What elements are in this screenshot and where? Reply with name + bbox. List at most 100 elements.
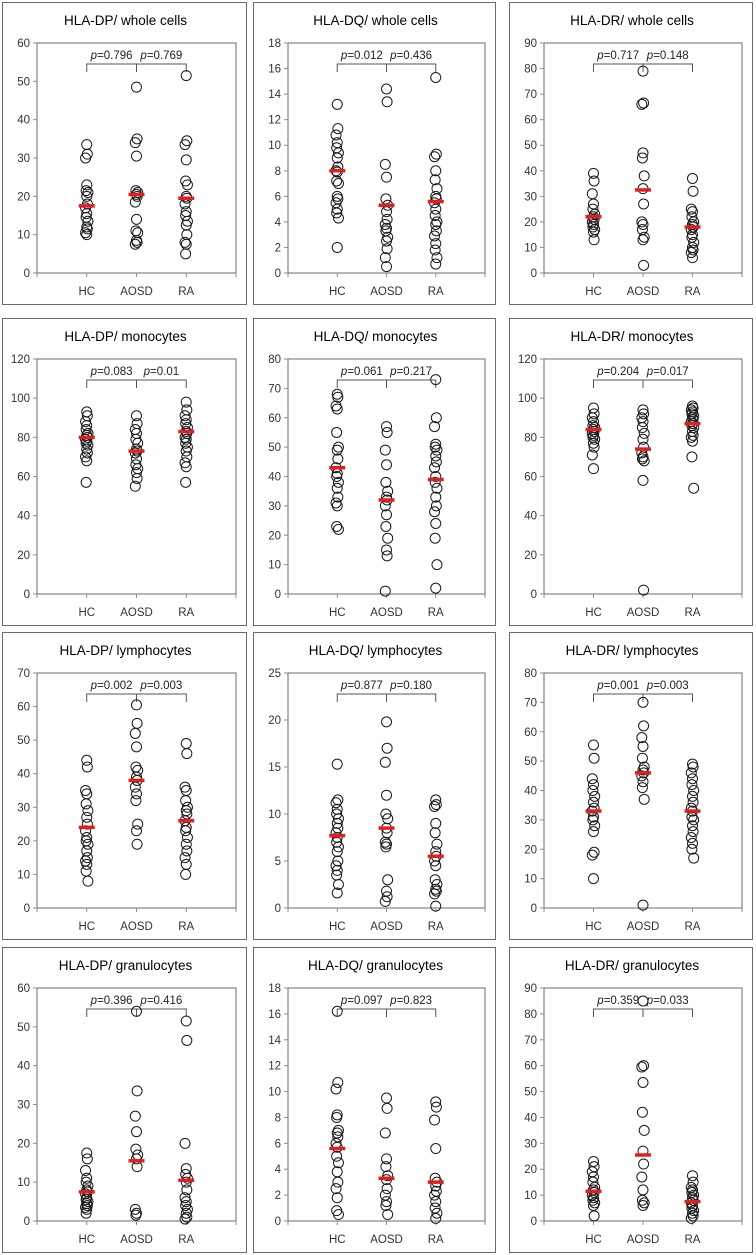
p-value-label: p=0.436 (389, 50, 432, 62)
data-point (381, 459, 392, 471)
data-point (131, 81, 142, 93)
data-point (381, 716, 392, 728)
data-point (332, 794, 344, 806)
data-point (180, 154, 192, 166)
p-value-label: p=0.148 (646, 50, 689, 62)
y-tick-label: 50 (268, 442, 281, 454)
data-point (181, 404, 193, 416)
data-point (586, 449, 598, 461)
x-tick-label: RA (178, 921, 194, 933)
data-point (586, 849, 598, 861)
data-point (129, 196, 141, 208)
data-point (380, 1199, 392, 1211)
chart-title: HLA-DQ/ whole cells (313, 13, 438, 28)
data-point (180, 1015, 192, 1027)
y-tick-label: 2 (275, 1190, 281, 1202)
data-point (181, 179, 193, 191)
data-point (430, 817, 442, 829)
data-point (82, 838, 94, 850)
data-point (332, 813, 344, 825)
y-tick-label: 20 (17, 836, 30, 848)
x-tick-label: HC (329, 921, 346, 933)
data-point (636, 752, 648, 764)
y-tick-label: 10 (268, 140, 281, 152)
data-point (587, 1194, 599, 1206)
data-point (332, 491, 344, 503)
data-point (380, 1161, 392, 1173)
y-tick-label: 10 (17, 230, 30, 242)
x-tick-label: RA (428, 286, 444, 298)
data-point (180, 785, 192, 796)
data-point (331, 808, 343, 820)
y-tick-label: 10 (268, 1087, 281, 1099)
data-point (331, 152, 343, 164)
significance-bracket (86, 1008, 137, 1017)
data-point (588, 463, 599, 475)
p-symbol: p (646, 50, 654, 62)
significance-bracket (386, 693, 437, 702)
data-point (331, 1005, 343, 1017)
data-point (431, 252, 443, 264)
y-tick-label: 20 (17, 1138, 30, 1150)
data-point (637, 65, 649, 77)
p-value: =0.017 (653, 366, 689, 378)
y-tick-label: 90 (524, 38, 537, 50)
y-tick-label: 6 (275, 191, 281, 203)
data-point (588, 739, 599, 751)
data-point (688, 814, 700, 826)
y-tick-label: 50 (524, 140, 537, 152)
y-tick-label: 60 (524, 115, 537, 127)
data-point (81, 858, 93, 870)
data-point (131, 838, 143, 850)
y-tick-label: 0 (24, 903, 30, 915)
data-point (331, 1150, 343, 1162)
y-tick-label: 30 (268, 501, 281, 513)
data-point (379, 895, 391, 907)
p-value-label: p=0.002 (90, 680, 133, 692)
data-point (181, 451, 193, 463)
y-tick-label: 15 (268, 762, 281, 774)
p-value: =0.033 (653, 995, 689, 1007)
data-point (429, 476, 441, 488)
data-point (588, 779, 599, 791)
p-value: =0.083 (97, 366, 133, 378)
p-value: =0.180 (397, 680, 433, 692)
scatter-chart: HLA-DQ/ monocytes 0 10 20 30 40 50 60 70 80 HC AOSD… (268, 329, 486, 619)
data-point (381, 509, 392, 521)
data-point (332, 123, 344, 135)
data-point (82, 215, 94, 227)
data-point (431, 482, 443, 494)
data-point (330, 1083, 342, 1095)
data-point (637, 404, 649, 416)
data-point (81, 229, 93, 241)
data-point (181, 1034, 193, 1046)
data-point (380, 476, 392, 488)
y-tick-label: 0 (24, 1216, 30, 1228)
data-point (430, 258, 442, 270)
data-point (80, 227, 92, 239)
data-point (687, 796, 699, 808)
scatter-chart: HLA-DP/ whole cells 0 10 20 30 40 50 60 HC AOSD RA… (17, 13, 237, 298)
data-point (586, 773, 598, 785)
y-tick-label: 80 (524, 64, 537, 76)
data-point (687, 826, 699, 838)
data-point (381, 421, 392, 433)
data-point (687, 837, 698, 849)
p-value: =0.001 (604, 680, 640, 692)
y-tick-label: 0 (531, 268, 537, 280)
p-symbol: p (90, 50, 98, 62)
y-tick-label: 12 (268, 115, 281, 127)
x-tick-label: RA (428, 1234, 444, 1246)
p-value-label: p=0.823 (389, 995, 432, 1007)
data-point (636, 98, 648, 110)
p-value-label: p=0.180 (389, 680, 432, 692)
data-point (638, 97, 650, 109)
scatter-chart: HLA-DP/ granulocytes 0 10 20 30 40 50 60 HC AOSD R… (17, 958, 237, 1246)
y-tick-label: 30 (524, 1138, 537, 1150)
data-point (129, 447, 141, 459)
plot-frame (543, 987, 743, 1222)
data-point (180, 396, 192, 408)
data-point (431, 559, 443, 571)
p-value: =0.416 (147, 995, 183, 1007)
data-point (131, 190, 143, 202)
